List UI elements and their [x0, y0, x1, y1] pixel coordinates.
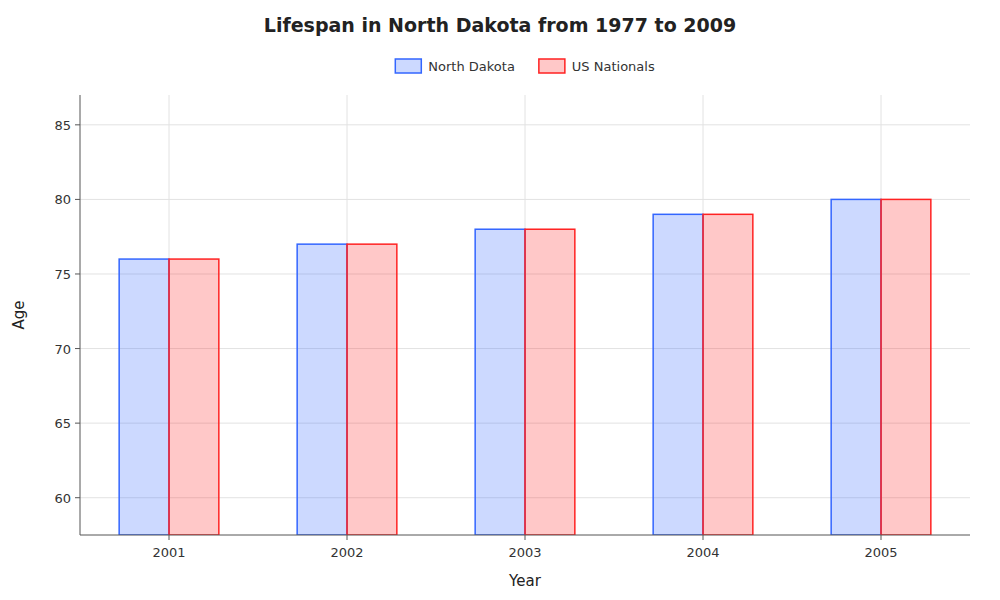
legend-item: North Dakota — [395, 59, 515, 74]
legend-label: US Nationals — [572, 59, 655, 74]
y-tick — [75, 348, 80, 349]
bar — [297, 244, 347, 535]
x-tick — [347, 535, 348, 540]
title: Lifespan in North Dakota from 1977 to 20… — [264, 14, 736, 36]
legend: North Dakota US Nationals — [395, 59, 655, 74]
x-tick — [703, 535, 704, 540]
x-tick-label: 2005 — [864, 545, 897, 560]
x-tick — [881, 535, 882, 540]
y-tick-label: 70 — [54, 342, 71, 357]
y-tick — [75, 199, 80, 200]
x-tick — [169, 535, 170, 540]
chart: Lifespan in North Dakota from 1977 to 20… — [0, 0, 1000, 600]
y-tick — [75, 497, 80, 498]
x-axis-label: Year — [508, 572, 542, 590]
legend-item: US Nationals — [539, 59, 655, 74]
bar — [653, 214, 703, 535]
y-tick-label: 60 — [54, 491, 71, 506]
x-tick — [525, 535, 526, 540]
bars — [119, 199, 931, 535]
bar — [347, 244, 397, 535]
bar — [703, 214, 753, 535]
bar — [831, 199, 881, 535]
bar — [169, 259, 219, 535]
legend-label: North Dakota — [428, 59, 515, 74]
y-tick-label: 85 — [54, 118, 71, 133]
y-tick — [75, 124, 80, 125]
x-tick-label: 2001 — [152, 545, 185, 560]
y-tick — [75, 423, 80, 424]
bar — [119, 259, 169, 535]
bar — [475, 229, 525, 535]
x-tick-label: 2004 — [686, 545, 719, 560]
background — [0, 0, 1000, 600]
y-axis-line — [80, 95, 81, 535]
y-tick-label: 80 — [54, 192, 71, 207]
legend-swatch — [395, 59, 421, 73]
bar — [881, 199, 931, 535]
y-tick-label: 65 — [54, 416, 71, 431]
grid — [80, 95, 970, 535]
y-axis-label: Age — [10, 300, 28, 329]
y-tick — [75, 273, 80, 274]
x-ticks: 2001 2002 2003 2004 2005 — [152, 535, 897, 560]
y-tick-label: 75 — [54, 267, 71, 282]
bar — [525, 229, 575, 535]
x-tick-label: 2003 — [508, 545, 541, 560]
x-tick-label: 2002 — [330, 545, 363, 560]
legend-swatch — [539, 59, 565, 73]
y-ticks: 60 65 70 75 80 85 — [54, 118, 80, 506]
